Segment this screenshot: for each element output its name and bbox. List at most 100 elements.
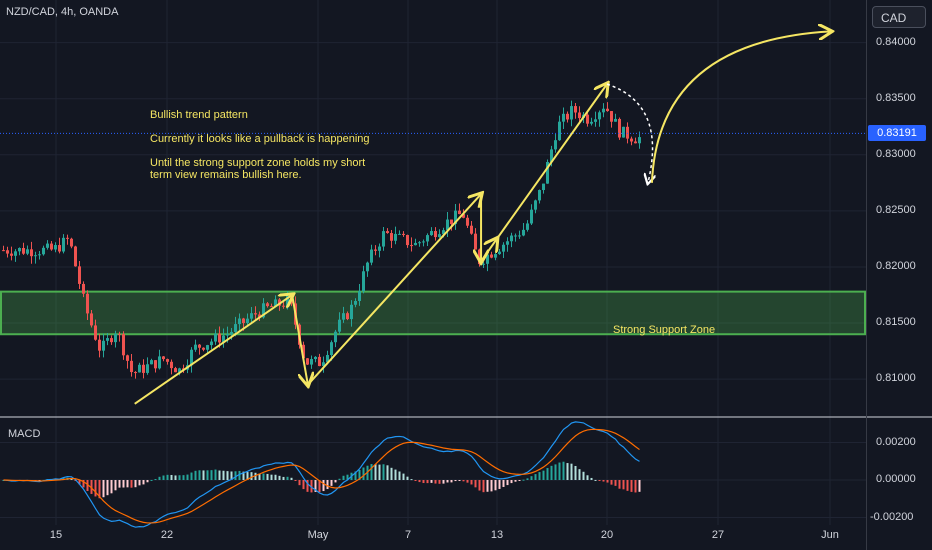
candle	[78, 266, 81, 284]
macd-histogram-bar	[159, 477, 161, 480]
macd-histogram-bar	[575, 466, 577, 480]
candle	[130, 361, 133, 372]
candle	[626, 127, 629, 139]
price-axis-label: 0.82000	[876, 260, 916, 272]
macd-histogram-bar	[103, 480, 105, 497]
macd-histogram-bar	[607, 480, 609, 483]
time-axis-label: 7	[405, 529, 411, 541]
candle	[418, 242, 421, 243]
macd-histogram-bar	[467, 480, 469, 483]
candle	[198, 345, 201, 348]
candle	[14, 251, 17, 255]
candle	[526, 223, 529, 229]
candle	[218, 334, 221, 343]
candle	[6, 250, 9, 253]
macd-histogram-bar	[167, 475, 169, 480]
macd-histogram-bar	[439, 480, 441, 484]
macd-histogram-bar	[135, 480, 137, 487]
candle	[242, 319, 245, 324]
macd-histogram-bar	[603, 480, 605, 482]
candle	[202, 348, 205, 350]
macd-histogram-bar	[419, 480, 421, 482]
candle	[214, 334, 217, 342]
candle	[118, 334, 121, 335]
currency-button[interactable]: CAD	[872, 6, 926, 28]
macd-histogram-bar	[119, 480, 121, 488]
support-zone	[1, 292, 865, 335]
candle	[438, 234, 441, 237]
macd-histogram-bar	[143, 480, 145, 484]
candle	[534, 200, 537, 209]
macd-histogram-bar	[147, 480, 149, 482]
candle	[18, 248, 21, 251]
candle	[502, 245, 505, 252]
candle	[410, 245, 413, 246]
candle	[374, 250, 377, 251]
macd-histogram-bar	[515, 480, 517, 482]
macd-histogram-bar	[535, 474, 537, 480]
candle	[486, 255, 489, 264]
candle	[566, 114, 569, 120]
macd-histogram-bar	[279, 476, 281, 480]
macd-label: MACD	[8, 428, 40, 440]
candle	[514, 235, 517, 236]
candle	[86, 294, 89, 314]
candle	[506, 241, 509, 244]
macd-histogram-bar	[531, 476, 533, 480]
macd-histogram-bar	[95, 480, 97, 496]
macd-histogram-bar	[327, 480, 329, 489]
candle	[382, 231, 385, 246]
candle	[498, 252, 501, 254]
candle	[110, 338, 113, 342]
macd-histogram-bar	[227, 471, 229, 480]
macd-histogram-bar	[203, 470, 205, 480]
macd-histogram-bar	[559, 463, 561, 480]
macd-histogram-bar	[387, 465, 389, 480]
macd-histogram-bar	[299, 480, 301, 485]
macd-histogram-bar	[423, 480, 425, 483]
macd-histogram-bar	[303, 480, 305, 489]
candle	[586, 115, 589, 124]
candle	[282, 306, 285, 307]
macd-histogram-bar	[123, 480, 125, 488]
macd-histogram-bar	[395, 470, 397, 480]
macd-histogram-bar	[371, 464, 373, 480]
macd-histogram-bar	[443, 480, 445, 484]
macd-histogram-bar	[215, 470, 217, 480]
candle	[150, 360, 153, 364]
candle	[346, 313, 349, 319]
macd-histogram-bar	[611, 480, 613, 485]
current-price-tag: 0.83191	[868, 125, 926, 141]
macd-histogram-bar	[363, 468, 365, 480]
macd-histogram-bar	[251, 472, 253, 480]
price-axis-label: 0.84000	[876, 36, 916, 48]
candle	[138, 365, 141, 373]
candle	[562, 114, 565, 122]
candle	[354, 301, 357, 305]
candle	[146, 364, 149, 373]
macd-histogram-bar	[115, 480, 117, 490]
macd-histogram-bar	[431, 480, 433, 483]
candle	[530, 210, 533, 224]
candle	[254, 313, 257, 314]
candle	[610, 111, 613, 122]
candle	[482, 264, 485, 265]
macd-histogram-bar	[595, 480, 597, 481]
macd-histogram-bar	[171, 475, 173, 480]
candle	[434, 231, 437, 237]
candle	[402, 234, 405, 235]
annotation-pullback: Currently it looks like a pullback is ha…	[150, 133, 370, 145]
candle	[306, 358, 309, 364]
macd-histogram-bar	[151, 480, 153, 481]
candle	[98, 340, 101, 351]
candle	[174, 368, 177, 372]
candle	[458, 211, 461, 214]
macd-histogram-bar	[511, 480, 513, 483]
candle	[378, 247, 381, 251]
candle	[158, 356, 161, 368]
candle	[618, 119, 621, 138]
support-zone-label: Strong Support Zone	[613, 324, 715, 336]
candle	[66, 238, 69, 239]
macd-histogram-bar	[331, 480, 333, 486]
